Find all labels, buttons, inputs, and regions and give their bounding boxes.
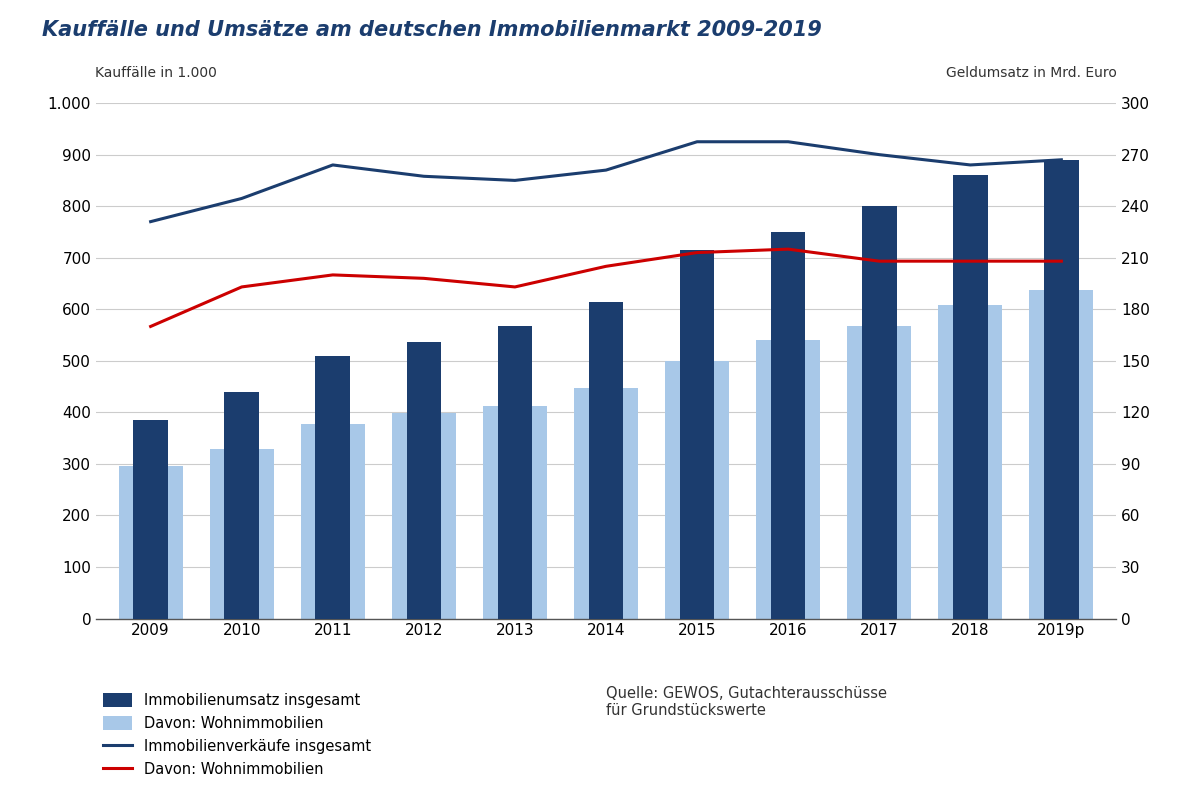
Immobilienverkäufe insgesamt [690, 137, 704, 147]
Davon: Wohnimmobilien: (2, 667): Wohnimmobilien: (2, 667) [325, 270, 340, 280]
Immobilienverkäufe insgesamt [781, 137, 796, 147]
Text: Kauffälle in 1.000: Kauffälle in 1.000 [95, 66, 217, 80]
Immobilienverkäufe insgesamt [416, 171, 431, 181]
Bar [862, 206, 896, 619]
Bar [119, 466, 182, 619]
Text: Quelle: GEWOS, Gutachterausschüsse
für Grundstückswerte: Quelle: GEWOS, Gutachterausschüsse für G… [606, 685, 887, 718]
Bar [407, 342, 442, 619]
Bar [301, 423, 365, 619]
Bar [1030, 289, 1093, 619]
Bar [498, 326, 533, 619]
Bar [316, 355, 350, 619]
Davon: Wohnimmobilien: (9, 693): Wohnimmobilien: (9, 693) [964, 256, 978, 266]
Text: Kauffälle und Umsätze am deutschen Immobilienmarkt 2009-2019: Kauffälle und Umsätze am deutschen Immob… [42, 20, 822, 40]
Line: Immobilienverkäufe insgesamt: Immobilienverkäufe insgesamt [151, 142, 1061, 221]
Bar [210, 450, 274, 619]
Davon: Wohnimmobilien: (4, 643): Wohnimmobilien: (4, 643) [508, 282, 522, 292]
Bar [938, 305, 1002, 619]
Bar [484, 406, 547, 619]
Bar [133, 420, 168, 619]
Line: Davon: Wohnimmobilien: Davon: Wohnimmobilien [151, 249, 1061, 327]
Davon: Wohnimmobilien: (8, 693): Wohnimmobilien: (8, 693) [872, 256, 887, 266]
Text: Geldumsatz in Mrd. Euro: Geldumsatz in Mrd. Euro [946, 66, 1117, 80]
Immobilienverkäufe insgesamt [599, 165, 613, 174]
Immobilienverkäufe insgesamt [872, 150, 887, 159]
Bar [756, 340, 820, 619]
Bar [392, 413, 456, 619]
Bar [679, 250, 714, 619]
Bar [770, 232, 805, 619]
Bar [665, 361, 728, 619]
Davon: Wohnimmobilien: (1, 643): Wohnimmobilien: (1, 643) [234, 282, 248, 292]
Davon: Wohnimmobilien: (3, 660): Wohnimmobilien: (3, 660) [416, 274, 431, 283]
Immobilienverkäufe insgesamt [144, 216, 158, 226]
Immobilienverkäufe insgesamt [508, 176, 522, 186]
Bar [1044, 160, 1079, 619]
Davon: Wohnimmobilien: (7, 717): Wohnimmobilien: (7, 717) [781, 244, 796, 254]
Davon: Wohnimmobilien: (5, 683): Wohnimmobilien: (5, 683) [599, 262, 613, 271]
Bar [224, 392, 259, 619]
Davon: Wohnimmobilien: (0, 567): Wohnimmobilien: (0, 567) [144, 322, 158, 331]
Immobilienverkäufe insgesamt [1054, 155, 1068, 165]
Immobilienverkäufe insgesamt [325, 160, 340, 170]
Bar [589, 301, 623, 619]
Legend: Immobilienumsatz insgesamt, Davon: Wohnimmobilien, Immobilienverkäufe insgesamt,: Immobilienumsatz insgesamt, Davon: Wohni… [103, 693, 371, 777]
Davon: Wohnimmobilien: (10, 693): Wohnimmobilien: (10, 693) [1054, 256, 1068, 266]
Bar [953, 175, 988, 619]
Bar [574, 388, 638, 619]
Immobilienverkäufe insgesamt [234, 193, 248, 203]
Immobilienverkäufe insgesamt [964, 160, 978, 170]
Davon: Wohnimmobilien: (6, 710): Wohnimmobilien: (6, 710) [690, 247, 704, 257]
Bar [847, 326, 911, 619]
